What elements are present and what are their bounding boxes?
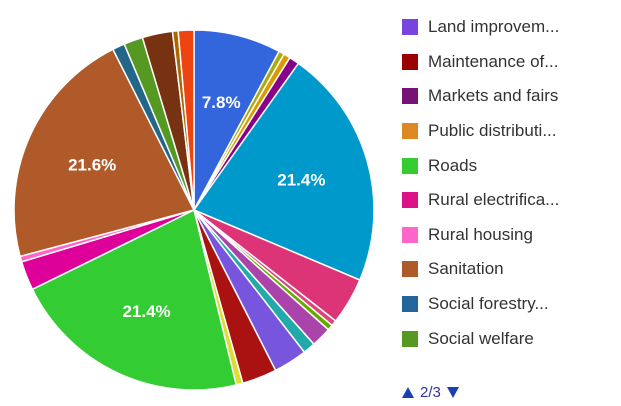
slice-label-14: 21.4% [122, 302, 170, 321]
legend-label: Social forestry... [428, 294, 549, 314]
legend-swatch [402, 261, 418, 278]
pie-chart: 7.8% 21.4% 21.4% 21.6% [13, 29, 375, 391]
pager-down-icon[interactable] [446, 386, 459, 398]
legend-item[interactable]: Markets and fairs [402, 79, 612, 114]
pie-slice-5[interactable] [192, 62, 375, 281]
legend-item[interactable]: Social welfare [402, 321, 612, 356]
pie-slices [13, 29, 375, 391]
pie-slice-22[interactable] [177, 29, 195, 211]
legend-swatch [402, 88, 418, 105]
legend-swatch [402, 226, 418, 243]
legend-swatch [402, 330, 418, 347]
legend-swatch [402, 53, 418, 70]
legend-item[interactable]: Public distributi... [402, 114, 612, 149]
pie-labels: 7.8% 21.4% 21.4% 21.6% [68, 93, 325, 321]
legend-pager: 2/3 [402, 383, 459, 401]
pie-slice-17[interactable] [13, 48, 196, 258]
legend-swatch [402, 157, 418, 174]
legend: Land improvem... Maintenance of... Markets… [402, 10, 612, 356]
legend-swatch [402, 19, 418, 36]
slice-label-5: 21.4% [277, 171, 325, 190]
legend-label: Markets and fairs [428, 86, 559, 106]
legend-label: Sanitation [428, 259, 504, 279]
slice-label-1: 7.8% [202, 93, 241, 112]
legend-swatch [402, 123, 418, 140]
legend-label: Rural electrifica... [428, 190, 560, 210]
legend-label: Social welfare [428, 328, 534, 348]
legend-item[interactable]: Sanitation [402, 252, 612, 287]
pie-slice-14[interactable] [31, 208, 238, 391]
pager-page-indicator: 2/3 [420, 383, 441, 401]
legend-item[interactable]: Rural electrifica... [402, 183, 612, 218]
legend-label: Roads [428, 155, 478, 175]
legend-item[interactable]: Maintenance of... [402, 45, 612, 80]
legend-swatch [402, 296, 418, 313]
legend-label: Public distributi... [428, 121, 557, 141]
pager-up-icon[interactable] [402, 386, 414, 398]
legend-item[interactable]: Roads [402, 148, 612, 183]
legend-label: Land improvem... [428, 17, 560, 37]
legend-swatch [402, 192, 418, 209]
slice-label-17: 21.6% [68, 155, 116, 174]
legend-item[interactable]: Rural housing [402, 218, 612, 253]
legend-item[interactable]: Social forestry... [402, 287, 612, 322]
legend-item[interactable]: Land improvem... [402, 10, 612, 45]
legend-label: Maintenance of... [428, 51, 559, 71]
legend-label: Rural housing [428, 224, 533, 244]
